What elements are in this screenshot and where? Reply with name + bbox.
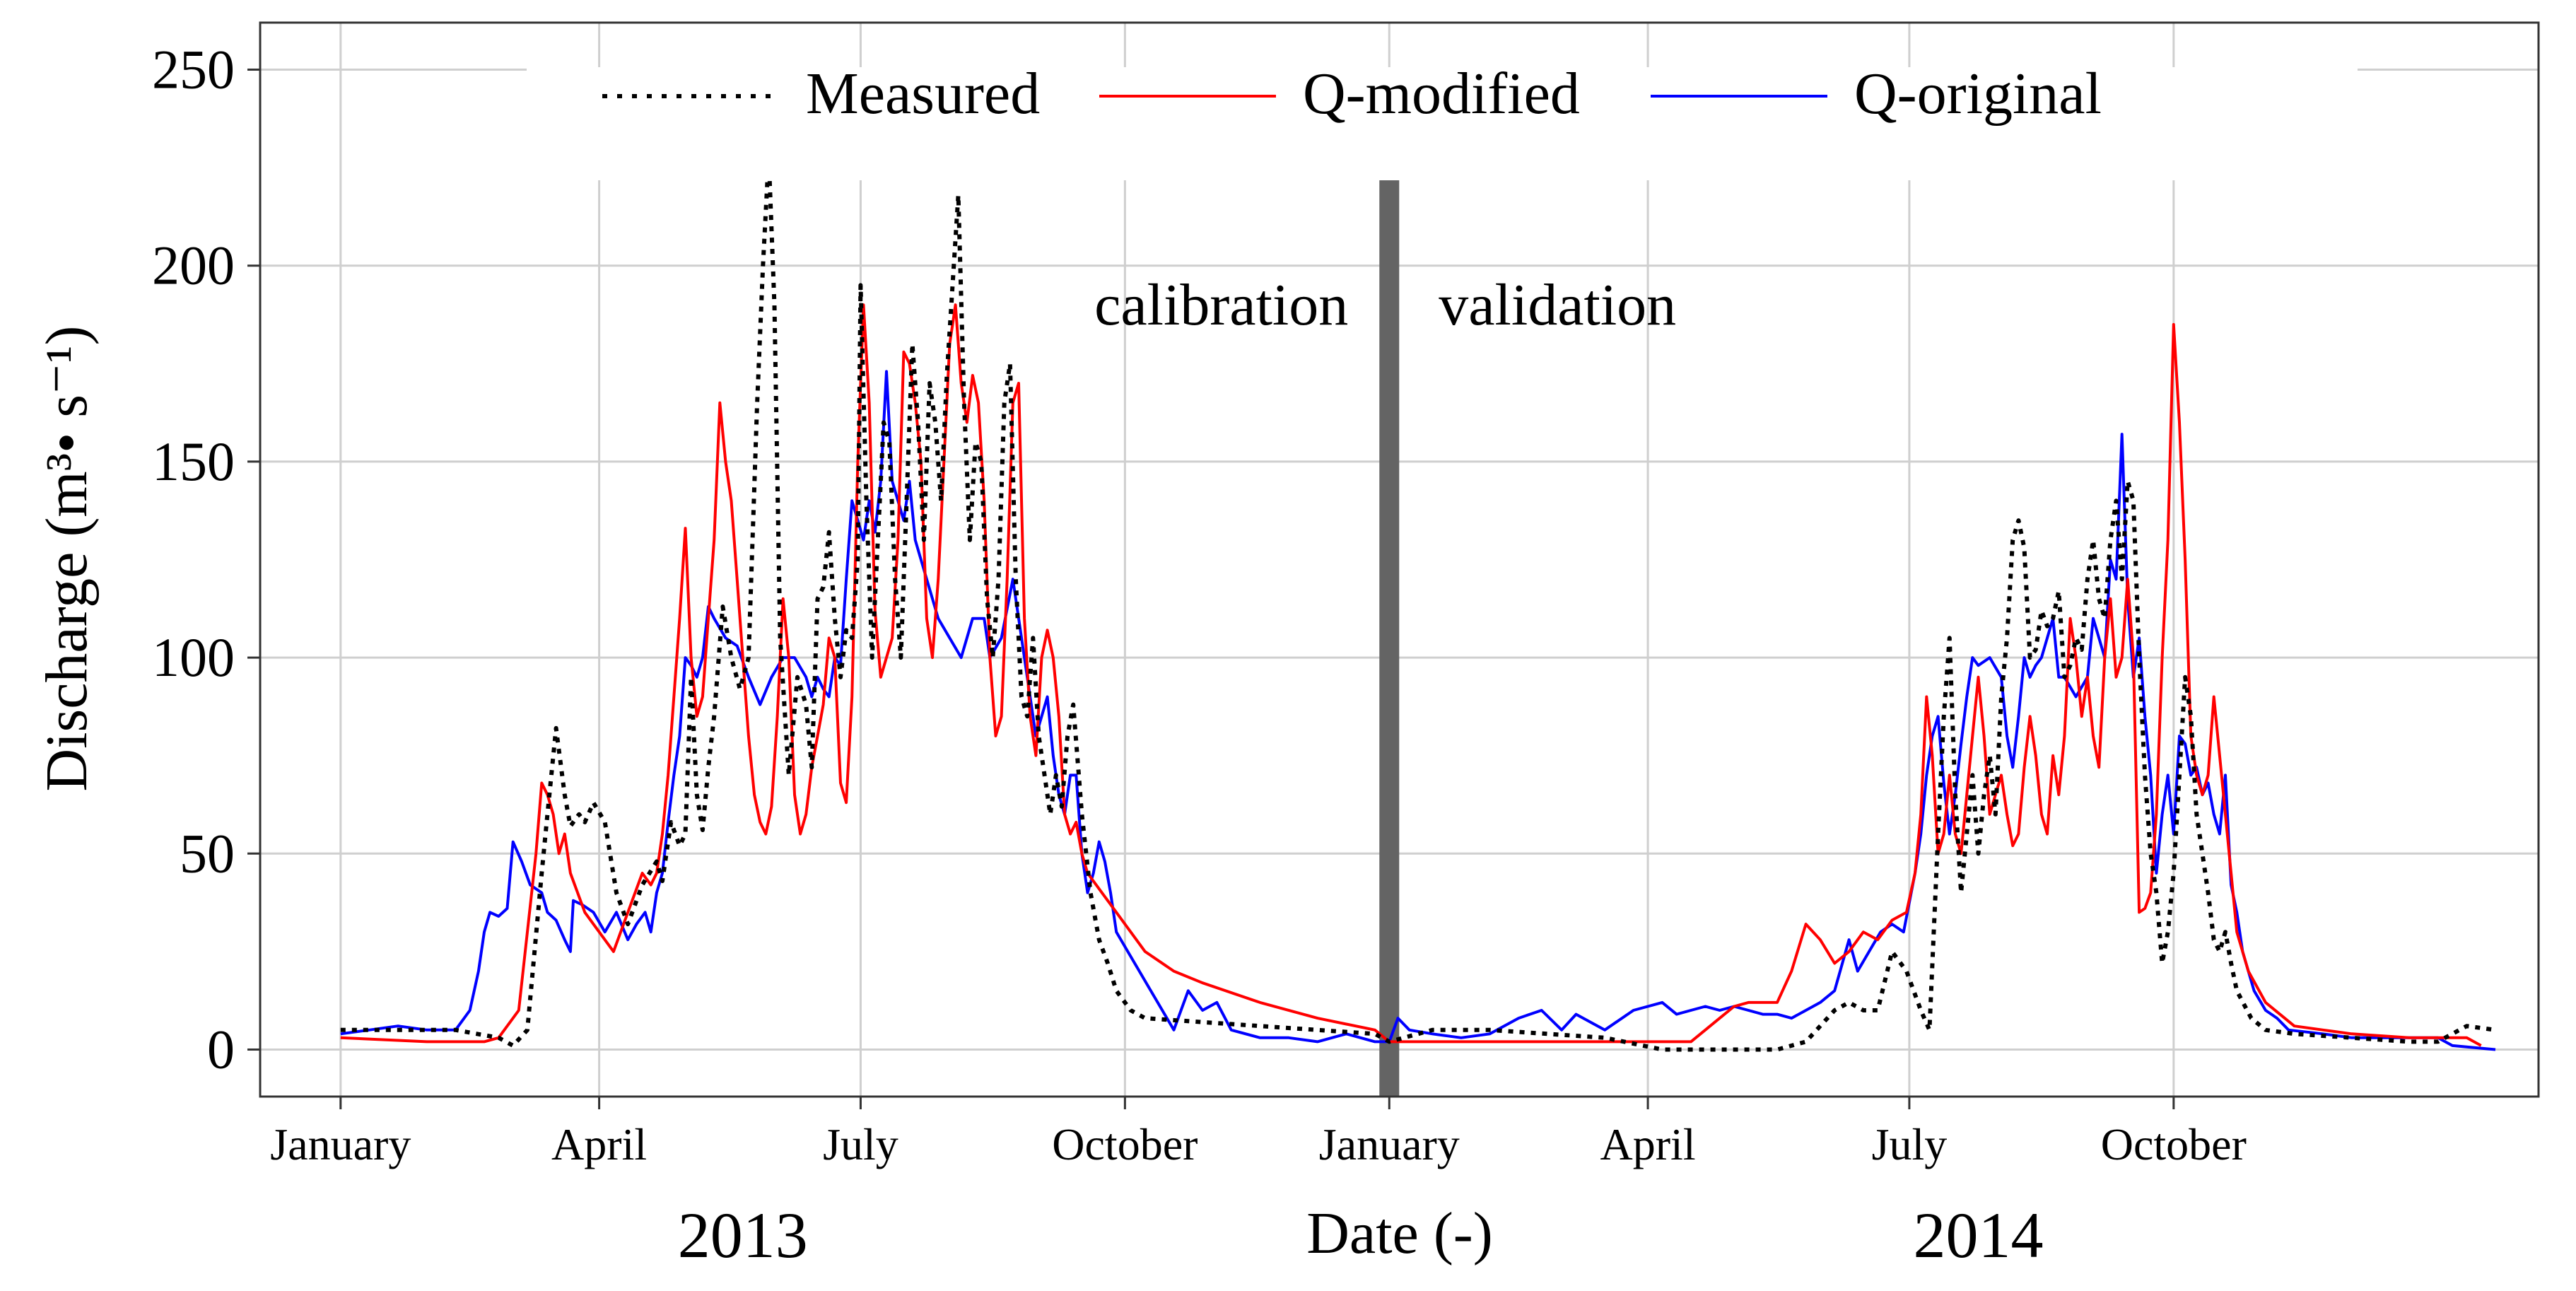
x-tick-label: October [2101,1119,2247,1169]
legend-label: Measured [806,61,1040,127]
legend-label: Q-original [1854,61,2102,127]
x-tick-label: October [1052,1119,1198,1169]
y-tick-label: 50 [180,822,235,884]
year-label: 2014 [1913,1199,2043,1271]
calibration-label: calibration [1094,272,1348,338]
y-tick-label: 200 [152,235,235,296]
x-tick-label: April [551,1119,647,1169]
legend-label: Q-modified [1303,61,1580,127]
x-tick-label: January [270,1119,411,1169]
series-line-q-modified [340,303,2482,1047]
legend: Measured Q-modified Q-original [527,61,2358,180]
plot-area-border [259,21,2540,1098]
x-tick-label: July [823,1119,898,1169]
series-line-measured [340,153,2496,1052]
y-axis-title: Discharge (m³• s⁻¹) [34,325,100,791]
axis-ticks: 0 50 100 150 200 250 January April July October Ja… [152,39,2247,1271]
y-tick-label: 250 [152,39,235,100]
validation-label: validation [1439,272,1676,338]
calibration-validation-divider [1379,156,1400,1097]
x-axis-title: Date (-) [1306,1201,1492,1266]
year-label: 2013 [678,1199,808,1271]
legend-background [527,67,2358,180]
y-tick-label: 150 [152,431,235,492]
series-lines [340,153,2496,1052]
y-tick-label: 100 [152,626,235,688]
y-tick-label: 0 [207,1018,235,1080]
x-tick-label: July [1872,1119,1948,1169]
x-tick-label: April [1600,1119,1696,1169]
x-tick-label: January [1319,1119,1460,1169]
